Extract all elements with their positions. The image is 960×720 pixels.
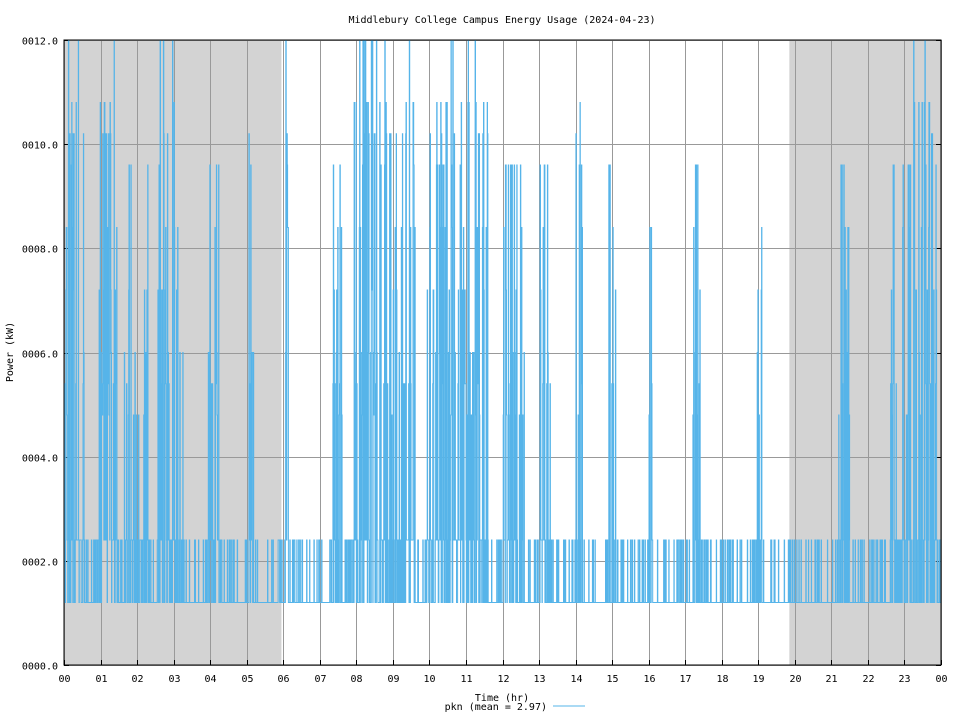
x-tick-label: 23 [898, 674, 910, 685]
x-axis-label: Time (hr) [475, 693, 529, 704]
x-tick-label: 21 [825, 674, 837, 685]
x-tick-label: 04 [204, 674, 216, 685]
y-axis-label: Power (kW) [5, 322, 16, 382]
x-tick-label: 05 [241, 674, 253, 685]
x-tick-label: 06 [277, 674, 289, 685]
x-tick-label: 00 [58, 674, 70, 685]
y-tick-label: 0006.0 [22, 350, 58, 361]
series-line [63, 39, 941, 603]
x-tick-label: 15 [606, 674, 618, 685]
y-tick-label: 0002.0 [22, 558, 58, 569]
x-tick-label: 16 [643, 674, 655, 685]
x-tick-label: 19 [752, 674, 764, 685]
x-tick-label: 03 [168, 674, 180, 685]
x-tick-label: 02 [131, 674, 143, 685]
x-tick-label: 17 [679, 674, 691, 685]
y-tick-label: 0000.0 [22, 662, 58, 673]
x-tick-label: 09 [387, 674, 399, 685]
x-tick-label: 20 [789, 674, 801, 685]
x-tick-label: 13 [533, 674, 545, 685]
x-tick-label: 11 [460, 674, 472, 685]
x-tick-label: 12 [497, 674, 509, 685]
x-tick-label: 14 [570, 674, 582, 685]
x-tick-label: 00 [935, 674, 947, 685]
chart-title: Middlebury College Campus Energy Usage (… [348, 15, 655, 26]
y-tick-label: 0008.0 [22, 245, 58, 256]
series-lines [63, 39, 941, 603]
y-tick-label: 0010.0 [22, 141, 58, 152]
x-axis-ticks: 00 01 02 03 04 05 06 07 08 09 10 11 12 13 14 15 16 17 18 19… [58, 660, 948, 685]
x-tick-label: 08 [350, 674, 362, 685]
legend: pkn (mean = 2.97) [445, 702, 585, 713]
plot-frame [63, 39, 942, 666]
x-tick-label: 10 [423, 674, 435, 685]
y-tick-label: 0004.0 [22, 454, 58, 465]
x-tick-label: 01 [95, 674, 107, 685]
y-tick-label: 0012.0 [22, 37, 58, 48]
x-tick-label: 18 [716, 674, 728, 685]
x-tick-label: 22 [862, 674, 874, 685]
legend-label: pkn (mean = 2.97) [445, 702, 547, 713]
x-tick-label: 07 [314, 674, 326, 685]
